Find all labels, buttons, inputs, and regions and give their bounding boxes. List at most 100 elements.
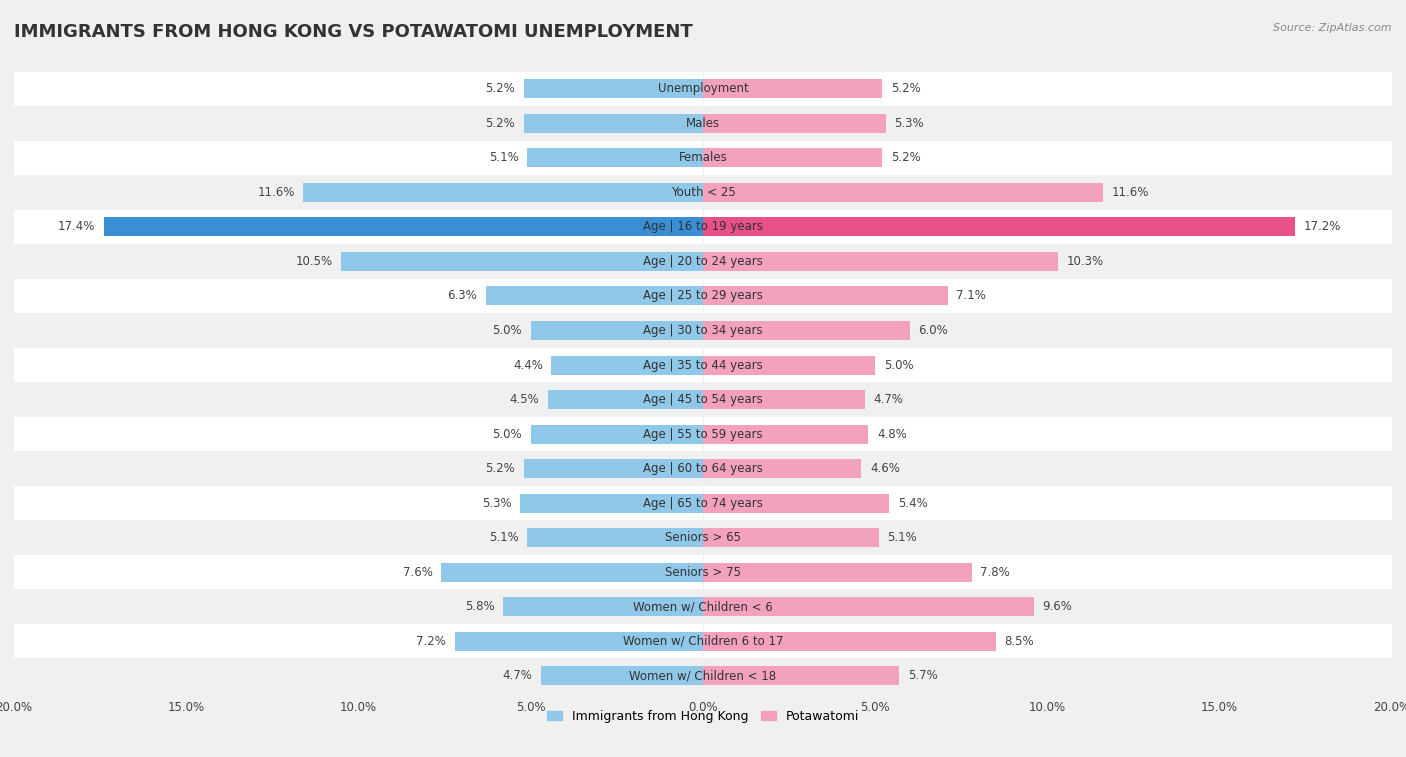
Bar [703,528,879,547]
Text: 4.7%: 4.7% [873,393,904,406]
Bar [486,286,703,306]
Bar [703,183,1102,202]
Bar [703,114,886,133]
Text: 11.6%: 11.6% [257,186,295,199]
Bar [14,245,1392,279]
Bar [14,520,1392,555]
Text: Women w/ Children < 18: Women w/ Children < 18 [630,669,776,682]
Bar [304,183,703,202]
Bar [14,624,1392,659]
Bar [703,666,900,685]
Bar [531,425,703,444]
Bar [703,597,1033,616]
Bar [14,417,1392,451]
Text: 5.8%: 5.8% [465,600,495,613]
Text: Age | 45 to 54 years: Age | 45 to 54 years [643,393,763,406]
Text: Women w/ Children 6 to 17: Women w/ Children 6 to 17 [623,634,783,648]
Text: Unemployment: Unemployment [658,83,748,95]
Text: 4.8%: 4.8% [877,428,907,441]
Text: 10.5%: 10.5% [295,255,333,268]
Text: Age | 35 to 44 years: Age | 35 to 44 years [643,359,763,372]
Bar [551,356,703,375]
Text: Age | 65 to 74 years: Age | 65 to 74 years [643,497,763,509]
Bar [703,321,910,340]
Bar [14,141,1392,175]
Text: 5.3%: 5.3% [894,117,924,130]
Text: 5.2%: 5.2% [485,462,515,475]
Text: 10.3%: 10.3% [1066,255,1104,268]
Text: Source: ZipAtlas.com: Source: ZipAtlas.com [1274,23,1392,33]
Bar [520,494,703,512]
Bar [14,347,1392,382]
Text: 7.8%: 7.8% [980,565,1010,578]
Text: Women w/ Children < 6: Women w/ Children < 6 [633,600,773,613]
Bar [14,659,1392,693]
Text: 6.3%: 6.3% [447,289,478,303]
Bar [14,590,1392,624]
Bar [14,210,1392,245]
Bar [524,114,703,133]
Text: 4.6%: 4.6% [870,462,900,475]
Bar [703,217,1295,236]
Bar [703,425,869,444]
Bar [703,252,1057,271]
Text: 5.2%: 5.2% [891,151,921,164]
Bar [703,148,882,167]
Bar [703,562,972,581]
Text: 5.3%: 5.3% [482,497,512,509]
Text: 5.7%: 5.7% [908,669,938,682]
Bar [703,390,865,409]
Text: 17.4%: 17.4% [58,220,96,233]
Bar [14,313,1392,347]
Text: Females: Females [679,151,727,164]
Text: 5.1%: 5.1% [489,531,519,544]
Bar [14,106,1392,141]
Bar [14,175,1392,210]
Bar [527,148,703,167]
Text: 7.1%: 7.1% [956,289,986,303]
Text: 5.0%: 5.0% [492,324,522,337]
Text: 5.1%: 5.1% [489,151,519,164]
Text: Youth < 25: Youth < 25 [671,186,735,199]
Text: 8.5%: 8.5% [1004,634,1033,648]
Text: IMMIGRANTS FROM HONG KONG VS POTAWATOMI UNEMPLOYMENT: IMMIGRANTS FROM HONG KONG VS POTAWATOMI … [14,23,693,41]
Bar [703,494,889,512]
Text: 6.0%: 6.0% [918,324,948,337]
Bar [703,356,875,375]
Bar [14,382,1392,417]
Bar [441,562,703,581]
Text: 7.2%: 7.2% [416,634,446,648]
Bar [531,321,703,340]
Text: Seniors > 65: Seniors > 65 [665,531,741,544]
Bar [14,451,1392,486]
Text: 5.2%: 5.2% [485,83,515,95]
Bar [524,79,703,98]
Text: Age | 20 to 24 years: Age | 20 to 24 years [643,255,763,268]
Bar [703,631,995,651]
Text: Age | 25 to 29 years: Age | 25 to 29 years [643,289,763,303]
Bar [342,252,703,271]
Bar [456,631,703,651]
Text: Age | 60 to 64 years: Age | 60 to 64 years [643,462,763,475]
Bar [548,390,703,409]
Bar [703,459,862,478]
Text: 7.6%: 7.6% [402,565,433,578]
Text: 5.0%: 5.0% [492,428,522,441]
Text: 11.6%: 11.6% [1111,186,1149,199]
Text: 5.2%: 5.2% [485,117,515,130]
Text: Age | 30 to 34 years: Age | 30 to 34 years [643,324,763,337]
Bar [524,459,703,478]
Text: 17.2%: 17.2% [1305,220,1341,233]
Bar [527,528,703,547]
Bar [703,286,948,306]
Text: 9.6%: 9.6% [1042,600,1073,613]
Bar [104,217,703,236]
Bar [703,79,882,98]
Text: 5.1%: 5.1% [887,531,917,544]
Text: 5.4%: 5.4% [897,497,928,509]
Legend: Immigrants from Hong Kong, Potawatomi: Immigrants from Hong Kong, Potawatomi [541,705,865,728]
Text: Seniors > 75: Seniors > 75 [665,565,741,578]
Text: 4.5%: 4.5% [509,393,540,406]
Text: 4.4%: 4.4% [513,359,543,372]
Text: 5.0%: 5.0% [884,359,914,372]
